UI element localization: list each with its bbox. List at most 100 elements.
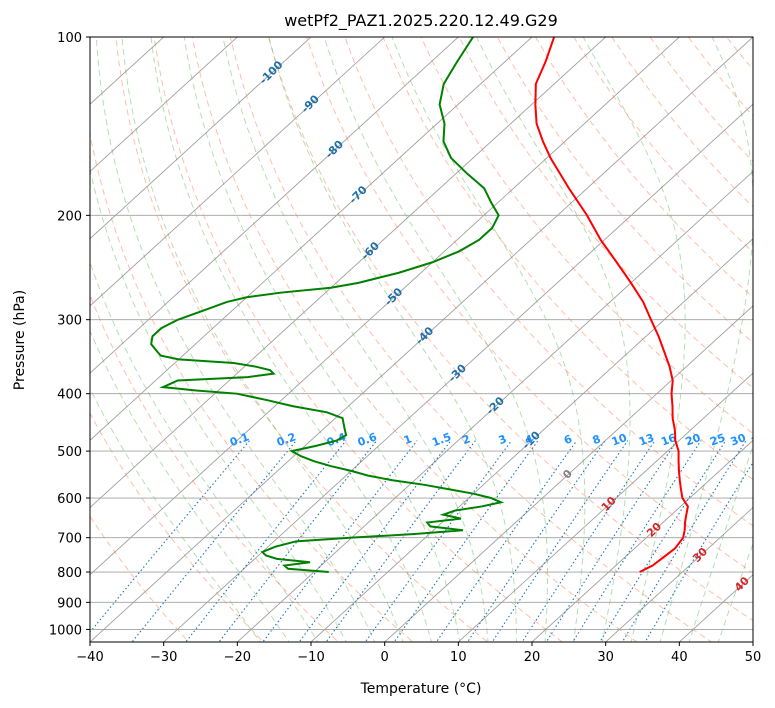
dry-adiabat-line: [382, 37, 753, 481]
moist-adiabat-line: [90, 329, 290, 642]
y-axis-title: Pressure (hPa): [12, 290, 28, 390]
isotherm-line: [383, 305, 753, 642]
isotherm-line: [678, 574, 753, 642]
dry-adiabat-line: [687, 37, 753, 117]
x-tick-label: 50: [745, 650, 762, 665]
mixing-ratio-label: 25: [708, 431, 727, 448]
isotherm-line: [162, 103, 753, 642]
x-axis: −40 −30 −20 −10 0 10 20 30 40 50: [76, 642, 761, 665]
dry-adiabat-line: [306, 37, 753, 574]
isotherm-line: [90, 37, 607, 509]
mixing-ratio-line: [131, 440, 297, 642]
x-tick-label: −30: [150, 650, 177, 665]
mixing-ratio-line: [572, 440, 702, 642]
background-lines: [90, 37, 753, 642]
isotherm-line: [90, 37, 239, 173]
moist-adiabat-line: [323, 37, 549, 642]
mixing-ratio-labels: 0.1 0.2 0.4 0.6 1 1.5 2 3 4 6 8 10 13 16 20 25 30 36: [228, 430, 768, 449]
y-tick-label: 900: [57, 596, 82, 611]
isotherm-line: [236, 170, 753, 642]
y-tick-label: 100: [57, 31, 82, 46]
mixing-ratio-label: 8: [591, 432, 603, 447]
mixing-ratio-label: 1.5: [430, 430, 453, 449]
dry-adiabat-line: [496, 37, 753, 344]
y-tick-label: 800: [57, 566, 82, 581]
isotherm-line: [531, 439, 753, 642]
dry-adiabat-line: [153, 37, 564, 642]
y-tick-label: 400: [57, 388, 82, 403]
y-tick-label: 1000: [49, 623, 82, 638]
x-tick-label: 30: [597, 650, 614, 665]
dry-adiabat-line: [573, 37, 753, 253]
mixing-ratio-line: [521, 440, 656, 642]
x-tick-label: 10: [450, 650, 467, 665]
mixing-ratio-label: 4: [523, 432, 535, 447]
chart-title: wetPf2_PAZ1.2025.220.12.49.G29: [284, 11, 558, 31]
dry-adiabat-line: [191, 37, 638, 642]
temperature-profile-line: [534, 37, 689, 573]
x-axis-title: Temperature (°C): [360, 681, 482, 697]
mixing-ratio-label: 16: [659, 431, 678, 449]
mixing-ratio-label: 30: [729, 431, 748, 449]
dewpoint-profile-line: [150, 37, 505, 574]
mixing-ratio-label: 0.6: [356, 430, 379, 449]
mixing-ratio-line: [364, 440, 512, 642]
y-tick-label: 200: [57, 209, 82, 224]
x-tick-label: −40: [76, 650, 103, 665]
dry-adiabat-line: [535, 37, 753, 298]
mixing-ratio-line: [621, 440, 747, 642]
dry-adiabat-line: [115, 37, 489, 642]
isotherm-line: [90, 37, 386, 307]
x-tick-label: −20: [224, 650, 251, 665]
isotherm-line: [752, 641, 753, 642]
mixing-ratio-line: [599, 440, 727, 642]
moist-adiabat-line: [476, 37, 631, 642]
moist-adiabat-line: [582, 37, 686, 642]
moist-adiabat-line: [391, 37, 586, 642]
mixing-ratio-line: [545, 440, 678, 642]
mixing-ratio-label: 3: [497, 432, 509, 447]
y-tick-label: 600: [57, 492, 82, 507]
mixing-ratio-label: 36: [749, 431, 768, 449]
dry-adiabat-line: [90, 131, 414, 642]
isotherm-line: [457, 372, 753, 642]
mixing-ratio-label: 13: [637, 431, 656, 448]
y-axis: 1000 900 800 700 600 500 400 300 200 100: [49, 31, 90, 638]
mixing-ratio-line: [262, 440, 418, 642]
isotherm-line: [90, 37, 753, 642]
y-tick-label: 300: [57, 314, 82, 329]
dry-adiabat-line: [229, 37, 713, 642]
mixing-ratio-label: 6: [562, 432, 574, 447]
isotherm-line: [90, 37, 165, 105]
dry-adiabat-line: [90, 515, 190, 642]
isotherm-line: [90, 37, 460, 374]
dry-adiabat-line: [344, 37, 753, 527]
isotherm-line: [90, 37, 533, 441]
dry-adiabat-line: [267, 37, 753, 622]
moist-adiabat-line: [95, 37, 376, 642]
mixing-ratio-label: 0.1: [228, 430, 251, 449]
mixing-ratio-line: [393, 440, 539, 642]
mixing-ratio-line: [466, 440, 606, 642]
moist-adiabat-line: [90, 167, 347, 642]
mixing-ratio-line: [185, 440, 347, 642]
mixing-ratio-line: [218, 440, 378, 642]
mixing-ratio-label: 2: [461, 432, 473, 447]
mixing-ratio-label: 0.2: [275, 430, 298, 449]
mixing-ratio-label: 20: [684, 431, 703, 449]
profile-lines: [150, 37, 689, 574]
x-tick-label: −10: [297, 650, 324, 665]
mixing-ratio-line: [90, 440, 250, 633]
dry-adiabat-line: [420, 37, 753, 435]
x-tick-label: 20: [524, 650, 541, 665]
mixing-ratio-line: [491, 440, 629, 642]
moist-adiabat-line: [90, 387, 261, 642]
mixing-ratio-label: 10: [610, 431, 629, 449]
dry-adiabat-line: [458, 37, 753, 389]
x-tick-label: 0: [381, 650, 389, 665]
plot-frame: [89, 36, 754, 643]
isotherm-label: -100: [257, 58, 286, 87]
y-tick-label: 500: [57, 445, 82, 460]
